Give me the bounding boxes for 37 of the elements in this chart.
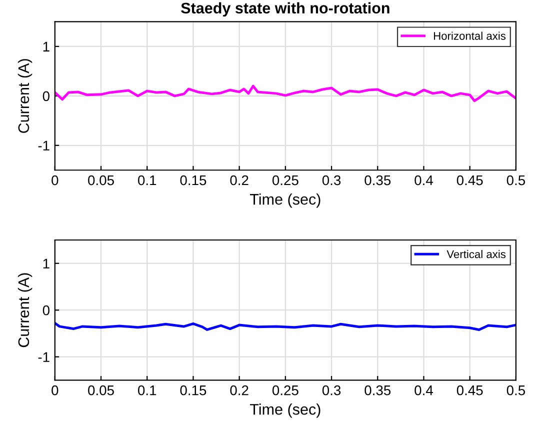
- y-tick-label: -1: [38, 352, 50, 362]
- x-tick-label: 0.35: [364, 175, 391, 186]
- x-tick-label: 0.45: [456, 175, 483, 186]
- x-tick-label: 0.05: [88, 385, 114, 396]
- x-tick-label: 0.5: [506, 385, 526, 396]
- y-tick-label: 1: [43, 42, 50, 52]
- x-tick-label: 0.3: [322, 175, 341, 186]
- x-tick-label: 0: [52, 385, 58, 396]
- y-tick-label: 1: [43, 258, 50, 268]
- x-tick-label: 0: [52, 175, 58, 186]
- x-tick-label: 0.15: [180, 385, 206, 396]
- y-tick-label: 0: [42, 91, 50, 102]
- x-tick-label: 0.5: [506, 175, 526, 186]
- y-axis-title: Current (A): [18, 273, 32, 348]
- x-axis-title: Time (sec): [250, 193, 320, 208]
- x-tick-label: 0.05: [88, 175, 114, 186]
- x-tick-label: 0.4: [414, 175, 433, 186]
- x-tick-label: 0.35: [364, 385, 391, 396]
- x-tick-label: 0.15: [180, 175, 206, 186]
- x-tick-label: 0.1: [138, 385, 156, 396]
- y-axis-title: Current (A): [18, 59, 32, 133]
- x-tick-label: 0.3: [322, 385, 341, 396]
- x-tick-label: 0.2: [230, 385, 248, 396]
- x-tick-label: 0.25: [272, 385, 298, 396]
- x-tick-label: 0.1: [138, 175, 156, 186]
- y-tick-label: -1: [38, 140, 50, 150]
- legend-label: Horizontal axis: [434, 32, 506, 40]
- x-tick-label: 0.25: [272, 175, 298, 186]
- x-tick-label: 0.45: [456, 385, 483, 396]
- y-tick-label: 0: [42, 305, 50, 316]
- x-tick-label: 0.4: [414, 385, 433, 396]
- x-axis-title: Time (sec): [250, 404, 320, 418]
- line-series: [54, 84, 516, 102]
- line-series: [54, 322, 516, 331]
- x-tick-label: 0.2: [230, 175, 248, 186]
- legend-label: Vertical axis: [446, 250, 506, 258]
- chart-title: Staedy state with no-rotation: [181, 2, 390, 17]
